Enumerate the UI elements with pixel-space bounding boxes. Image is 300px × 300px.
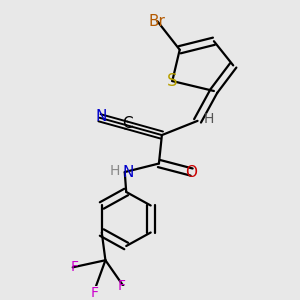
Text: H: H [204, 112, 214, 126]
Text: F: F [118, 279, 126, 293]
Text: C: C [122, 116, 133, 131]
Text: N: N [123, 165, 134, 180]
Text: F: F [91, 286, 99, 300]
Text: O: O [186, 165, 198, 180]
Text: F: F [70, 260, 78, 274]
Text: Br: Br [149, 14, 166, 29]
Text: N: N [95, 110, 106, 124]
Text: S: S [167, 72, 178, 90]
Text: H: H [109, 164, 119, 178]
